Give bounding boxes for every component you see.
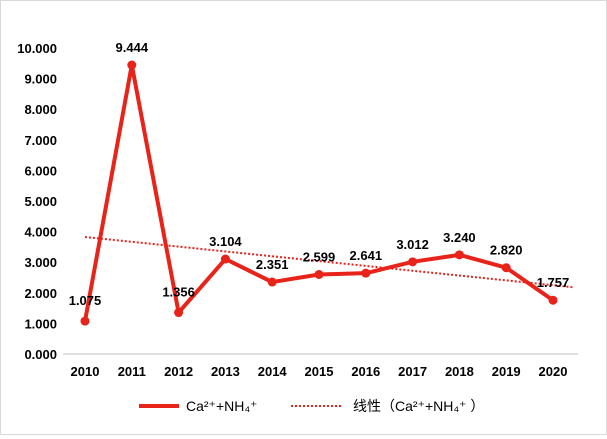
- legend-label-series: Ca²⁺+NH₄⁺: [186, 398, 257, 414]
- data-label-2019: 2.820: [490, 243, 523, 258]
- data-label-2012: 1.356: [162, 285, 195, 300]
- legend: Ca²⁺+NH₄⁺ 线性（Ca²⁺+NH₄⁺ ）: [139, 398, 484, 414]
- legend-label-trendline: 线性（Ca²⁺+NH₄⁺ ）: [353, 398, 484, 414]
- x-tick-label: 2013: [211, 364, 240, 379]
- x-tick-label: 2020: [539, 364, 568, 379]
- y-tick-label: 6.000: [24, 163, 57, 178]
- data-point-2010: [80, 316, 90, 326]
- y-tick-label: 9.000: [24, 72, 57, 87]
- y-tick-label: 3.000: [24, 255, 57, 270]
- x-axis: 2010 2011 2012 2013 2014 2015 2016 2017 2018 2019…: [63, 353, 578, 379]
- data-point-2014: [267, 277, 277, 287]
- data-label-2015: 2.599: [303, 249, 336, 264]
- x-tick-label: 2017: [398, 364, 427, 379]
- series-ca-nh4: [80, 60, 558, 326]
- x-tick-label: 2010: [71, 364, 100, 379]
- y-axis: 0.000 1.000 2.000 3.000 4.000 5.000 6.000 7.000…: [17, 41, 57, 362]
- x-tick-label: 2015: [305, 364, 334, 379]
- data-point-2020: [548, 295, 558, 305]
- data-point-2017: [408, 257, 418, 267]
- data-point-2018: [454, 250, 464, 260]
- x-tick-label: 2012: [164, 364, 193, 379]
- data-point-2012: [174, 308, 184, 318]
- data-label-2014: 2.351: [256, 257, 289, 272]
- x-tick-label: 2011: [118, 364, 146, 379]
- data-labels: 1.075 9.444 1.356 3.104 2.351 2.599 2.641 3.012…: [69, 40, 570, 308]
- data-point-2013: [220, 254, 230, 264]
- data-label-2010: 1.075: [69, 293, 102, 308]
- y-tick-label: 5.000: [24, 194, 57, 209]
- x-tick-label: 2016: [351, 364, 380, 379]
- data-point-2011: [127, 60, 137, 70]
- y-tick-label: 0.000: [24, 347, 57, 362]
- y-tick-label: 4.000: [24, 225, 57, 240]
- y-tick-label: 1.000: [24, 316, 57, 331]
- x-tick-label: 2018: [445, 364, 474, 379]
- x-tick-label: 2014: [258, 364, 288, 379]
- y-tick-label: 8.000: [24, 102, 57, 117]
- data-point-2019: [501, 263, 511, 273]
- data-label-2020: 1.757: [537, 275, 570, 290]
- y-tick-label: 7.000: [24, 133, 57, 148]
- data-label-2018: 3.240: [443, 230, 476, 245]
- x-tick-label: 2019: [492, 364, 521, 379]
- data-point-2016: [361, 268, 371, 278]
- data-point-2015: [314, 269, 324, 279]
- data-label-2013: 3.104: [209, 234, 242, 249]
- series-line: [83, 63, 555, 322]
- data-label-2011: 9.444: [116, 40, 149, 55]
- y-tick-label: 2.000: [24, 286, 57, 301]
- data-label-2016: 2.641: [350, 248, 383, 263]
- data-label-2017: 3.012: [396, 237, 429, 252]
- y-tick-label: 10.000: [17, 41, 57, 56]
